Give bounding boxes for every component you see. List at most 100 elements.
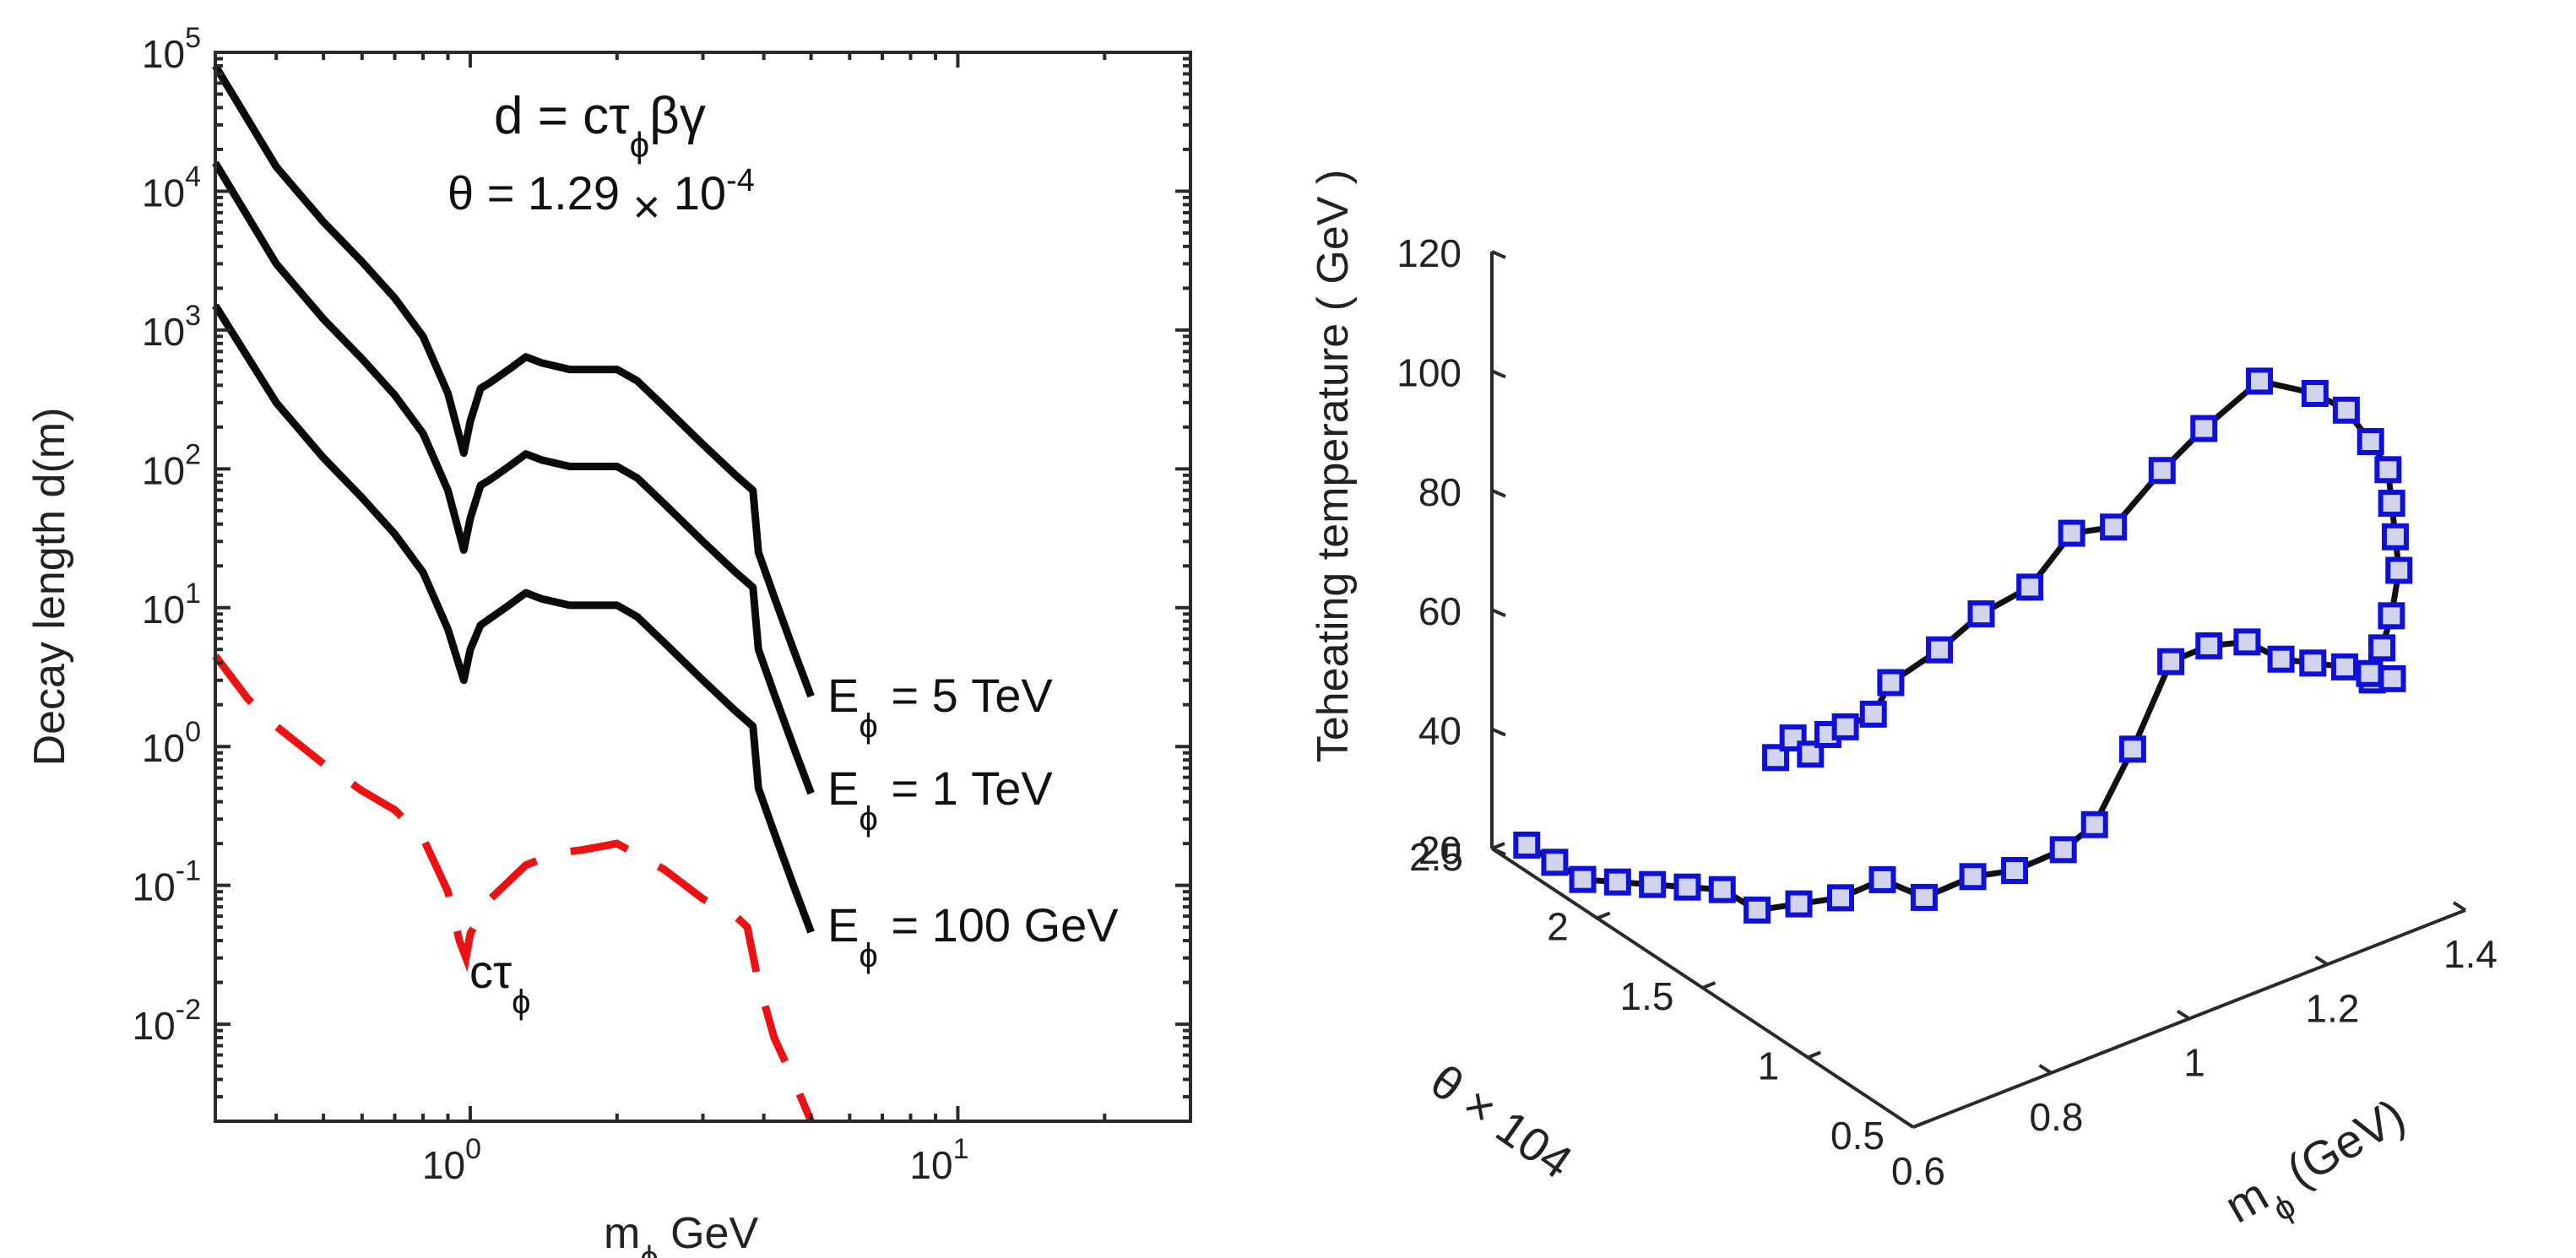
left-chart-title: d = cτϕβγ: [494, 87, 706, 165]
x3d-tick-3: [2314, 955, 2329, 966]
branch-0-marker: [1877, 669, 1905, 697]
left-chart-subtitle: θ = 1.29 × 10-4: [447, 163, 755, 233]
right-zlabel: Teheating temperature ( GeV ): [1309, 170, 1358, 762]
y3d-tick-1: [1807, 1050, 1821, 1060]
branch-0-marker: [2301, 379, 2329, 407]
branch-1-marker: [2157, 648, 2185, 675]
branch-1-marker: [1868, 865, 1896, 893]
z3d-tick-5: [1491, 250, 1506, 259]
z3d-tick-3: [1491, 488, 1506, 498]
branch-1-marker: [2330, 653, 2358, 681]
z3d-tick-1: [1491, 727, 1506, 737]
y-tick-label-7: 10-2: [133, 994, 201, 1048]
branch-0-marker: [2190, 415, 2218, 442]
branch-1-marker: [1513, 831, 1541, 859]
z3d-tick-label-2: 60: [1418, 589, 1462, 633]
y3d-tick-0: [1912, 1120, 1927, 1129]
reheating-temperature-3d-chart: 0.6 0.8 1 1.2 1.4 0.5 1 1.5 2 2.520 40 60 80 100 120 T…: [1309, 170, 2497, 1249]
branch-1-marker: [1708, 876, 1736, 903]
branch-0-marker: [2016, 573, 2044, 601]
branch-1-marker: [1639, 870, 1667, 898]
right-xlabel: mϕ (GeV): [2216, 1088, 2423, 1249]
decay-length-chart: 105 104 103 102 101 100 10-1 10-2 100 101 d = cτϕ…: [25, 22, 1192, 1258]
branch-0-marker: [2332, 396, 2360, 424]
branch-0-marker: [1967, 600, 1995, 628]
z3d-tick-2: [1491, 608, 1506, 618]
series-line-1: [212, 160, 815, 795]
reheating-series: [1513, 367, 2413, 924]
branch-1-marker: [1541, 849, 1569, 876]
branch-1-marker: [2195, 632, 2223, 659]
branch-0-marker: [2374, 456, 2402, 484]
branch-0-marker: [2381, 523, 2409, 550]
z3d-tick-label-3: 80: [1418, 470, 1462, 514]
y3d-tick-label-3: 2: [1547, 905, 1569, 949]
series-label-ctau: cτϕ: [469, 945, 531, 1021]
series-label-100gev: Eϕ = 100 GeV: [827, 898, 1119, 974]
branch-0-marker: [2100, 513, 2128, 541]
y-tick-label-1: 104: [142, 160, 201, 214]
y3d-tick-label-1: 1: [1758, 1044, 1780, 1088]
branch-1-marker: [2267, 645, 2295, 673]
branch-1-marker: [2356, 659, 2383, 687]
z3d-tick-label-1: 40: [1418, 709, 1462, 753]
y-tick-label-3: 102: [142, 438, 201, 492]
x3d-tick-label-0: 0.6: [1891, 1149, 1945, 1193]
right-ylabel: θ × 104: [1421, 1054, 1581, 1189]
branch-1-marker: [1744, 896, 1771, 924]
x3d-tick-label-1: 0.8: [2030, 1095, 2084, 1139]
x3d-tick-label-3: 1.2: [2306, 986, 2360, 1030]
series-line-0: [212, 63, 815, 698]
y3d-tick-label-2: 1.5: [1620, 974, 1674, 1018]
y-tick-label-5: 100: [142, 716, 201, 770]
series-line-3: [212, 653, 815, 1123]
branch-1-marker: [2080, 811, 2108, 838]
branch-0-marker: [2378, 490, 2405, 518]
branch-1-marker: [2378, 664, 2406, 692]
x-tick-label-0: 100: [422, 1133, 481, 1187]
branch-1-marker: [1603, 868, 1631, 896]
y-tick-label-0: 105: [142, 22, 201, 76]
decay-length-series: [212, 63, 815, 1123]
z3d-tick-label-5: 120: [1396, 231, 1462, 275]
branch-1-marker: [1569, 865, 1597, 893]
branch-1-marker: [1785, 890, 1813, 918]
x3d-tick-label-2: 1: [2183, 1041, 2205, 1085]
series-label-5tev: Eϕ = 5 TeV: [827, 669, 1053, 745]
y3d-tick-label-4: 2.5: [1409, 835, 1463, 879]
branch-0-marker: [1926, 636, 1954, 664]
z3d-tick-label-4: 100: [1396, 350, 1462, 394]
branch-1-marker: [1959, 863, 1987, 891]
y-tick-label-6: 10-1: [133, 855, 201, 909]
x3d-tick-0: [1900, 1118, 1915, 1129]
y-tick-label-2: 103: [142, 300, 201, 354]
y-tick-label-4: 101: [142, 577, 201, 632]
x3d-tick-1: [2038, 1064, 2053, 1075]
branch-0-marker: [2356, 427, 2384, 455]
x3d-tick-2: [2176, 1009, 2191, 1021]
branch-0-marker: [1831, 713, 1859, 740]
branch-0-marker: [2378, 602, 2405, 630]
branch-0-marker: [2148, 457, 2176, 485]
y3d-tick-label-0: 0.5: [1830, 1114, 1885, 1158]
branch-0-marker: [2058, 519, 2085, 547]
branch-1-marker: [1827, 884, 1854, 912]
branch-1-marker: [1910, 883, 1938, 911]
branch-1-marker: [2233, 628, 2261, 656]
x-tick-label-1: 101: [909, 1133, 968, 1187]
left-ylabel: Decay length d(m): [25, 408, 74, 767]
z3d-tick-0: [1491, 847, 1506, 856]
branch-0-marker: [2246, 367, 2274, 395]
z3d-tick-4: [1491, 369, 1506, 379]
series-label-1tev: Eϕ = 1 TeV: [827, 762, 1053, 838]
branch-1-marker: [2299, 649, 2327, 677]
x3d-tick-label-4: 1.4: [2443, 932, 2497, 976]
branch-0-marker: [2368, 634, 2396, 662]
y3d-tick-3: [1597, 911, 1611, 920]
y3d-tick-2: [1701, 981, 1716, 990]
x3d-tick-4: [2452, 901, 2467, 912]
left-xlabel: mϕ GeV: [604, 1209, 758, 1258]
series-line-2: [212, 303, 815, 934]
right-axes: 0.6 0.8 1 1.2 1.4 0.5 1 1.5 2 2.520 40 60 80 100 120: [1396, 231, 2497, 1193]
